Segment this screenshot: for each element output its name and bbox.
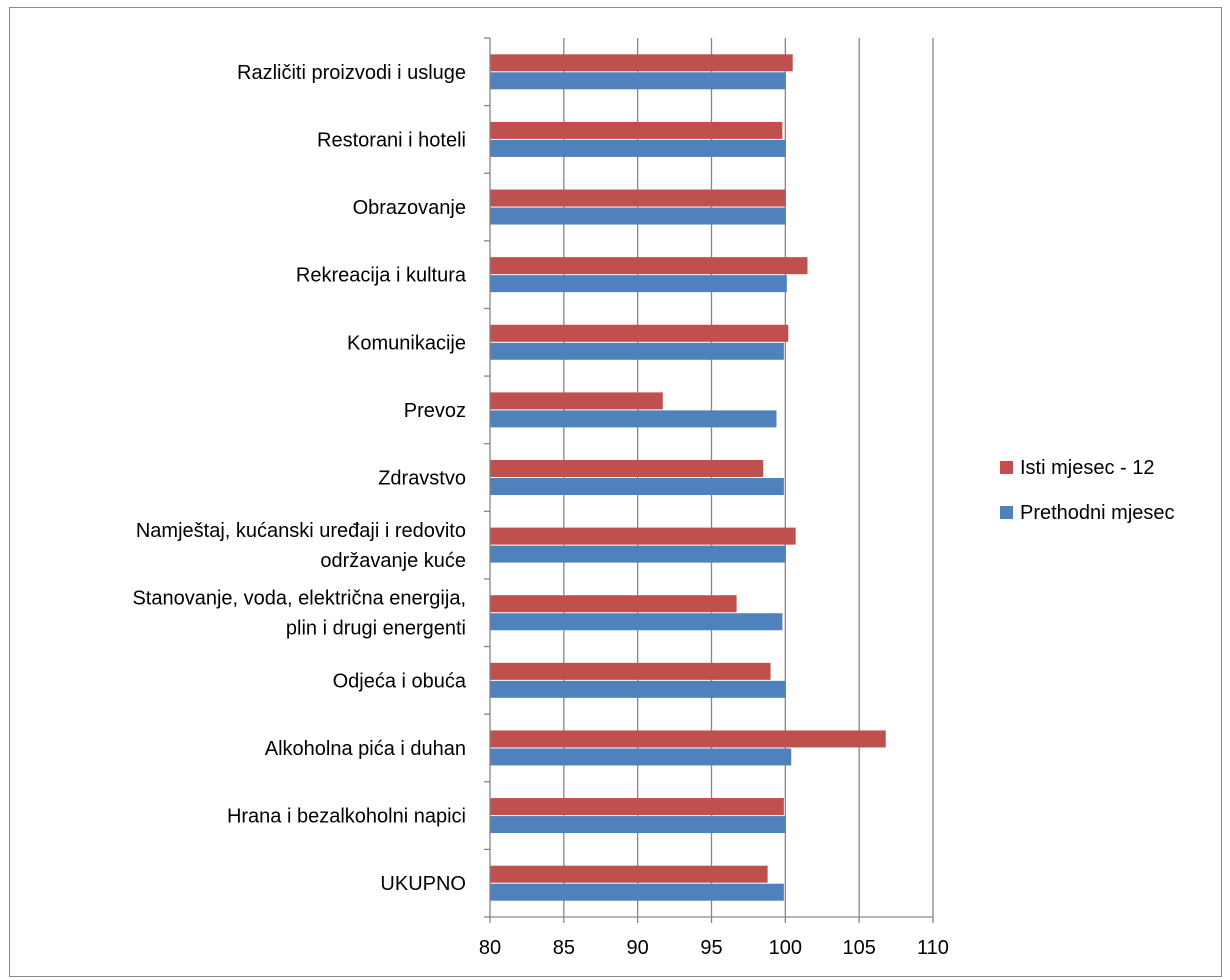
bar-isti-9 [490,257,808,275]
bar-prethodni-2 [490,748,792,766]
bar-isti-2 [490,730,886,748]
bar-prethodni-0 [490,883,784,901]
bar-prethodni-1 [490,816,786,834]
bar-prethodni-3 [490,680,786,698]
axes [484,37,934,923]
category-label: Alkoholna pića i duhan [265,738,466,760]
category-label: Zdravstvo [378,468,466,490]
bar-prethodni-5 [490,545,786,563]
x-tick-labels: 80 85 90 95 100 105 110 [479,937,949,959]
x-tick-label: 80 [479,937,501,959]
category-label: Prevoz [404,400,466,422]
category-label: Namještaj, kućanski uređaji i redovito [136,520,466,542]
bar-isti-11 [490,121,783,139]
category-label: Hrana i bezalkoholni napici [227,806,466,828]
x-tick-label: 105 [842,937,875,959]
bar-prethodni-12 [490,72,786,90]
x-tick-label: 110 [917,937,949,959]
category-label: Restorani i hoteli [317,129,466,151]
bar-isti-3 [490,662,771,680]
bar-isti-10 [490,189,786,207]
x-tick-label: 95 [700,937,722,959]
x-tick-label: 100 [769,937,802,959]
bar-prethodni-6 [490,478,784,495]
legend-swatch [1000,461,1013,474]
bar-isti-12 [490,54,793,72]
category-label: održavanje kuće [320,550,466,572]
bar-isti-6 [490,460,764,477]
bar-isti-0 [490,865,768,883]
x-tick-label: 90 [627,937,649,959]
x-tick-label: 85 [553,937,575,959]
category-label: Komunikacije [347,332,466,354]
category-label: plin i drugi energenti [286,618,466,640]
bar-prethodni-8 [490,342,784,360]
bar-isti-4 [490,595,737,613]
bar-isti-7 [490,392,663,410]
category-label: Rekreacija i kultura [296,265,467,287]
bar-prethodni-4 [490,613,783,631]
category-label: Stanovanje, voda, električna energija, [132,588,466,610]
category-label: UKUPNO [380,873,466,895]
legend: Isti mjesec - 12 Prethodni mjesec [1000,457,1175,524]
bar-prethodni-9 [490,275,787,293]
legend-swatch [1000,506,1013,519]
bar-isti-8 [490,324,789,342]
bar-prethodni-10 [490,207,786,225]
bar-isti-5 [490,527,796,545]
category-labels: UKUPNO Hrana i bezalkoholni napici Alkohol… [132,62,466,895]
legend-label: Isti mjesec - 12 [1020,457,1154,479]
bars [490,54,886,901]
bar-prethodni-7 [490,410,777,428]
category-label: Različiti proizvodi i usluge [237,62,466,84]
bar-isti-1 [490,798,784,816]
legend-label: Prethodni mjesec [1020,502,1175,524]
gridlines [563,38,934,917]
bar-prethodni-11 [490,139,786,157]
category-label: Odjeća i obuća [333,670,467,692]
category-label: Obrazovanje [353,197,466,219]
